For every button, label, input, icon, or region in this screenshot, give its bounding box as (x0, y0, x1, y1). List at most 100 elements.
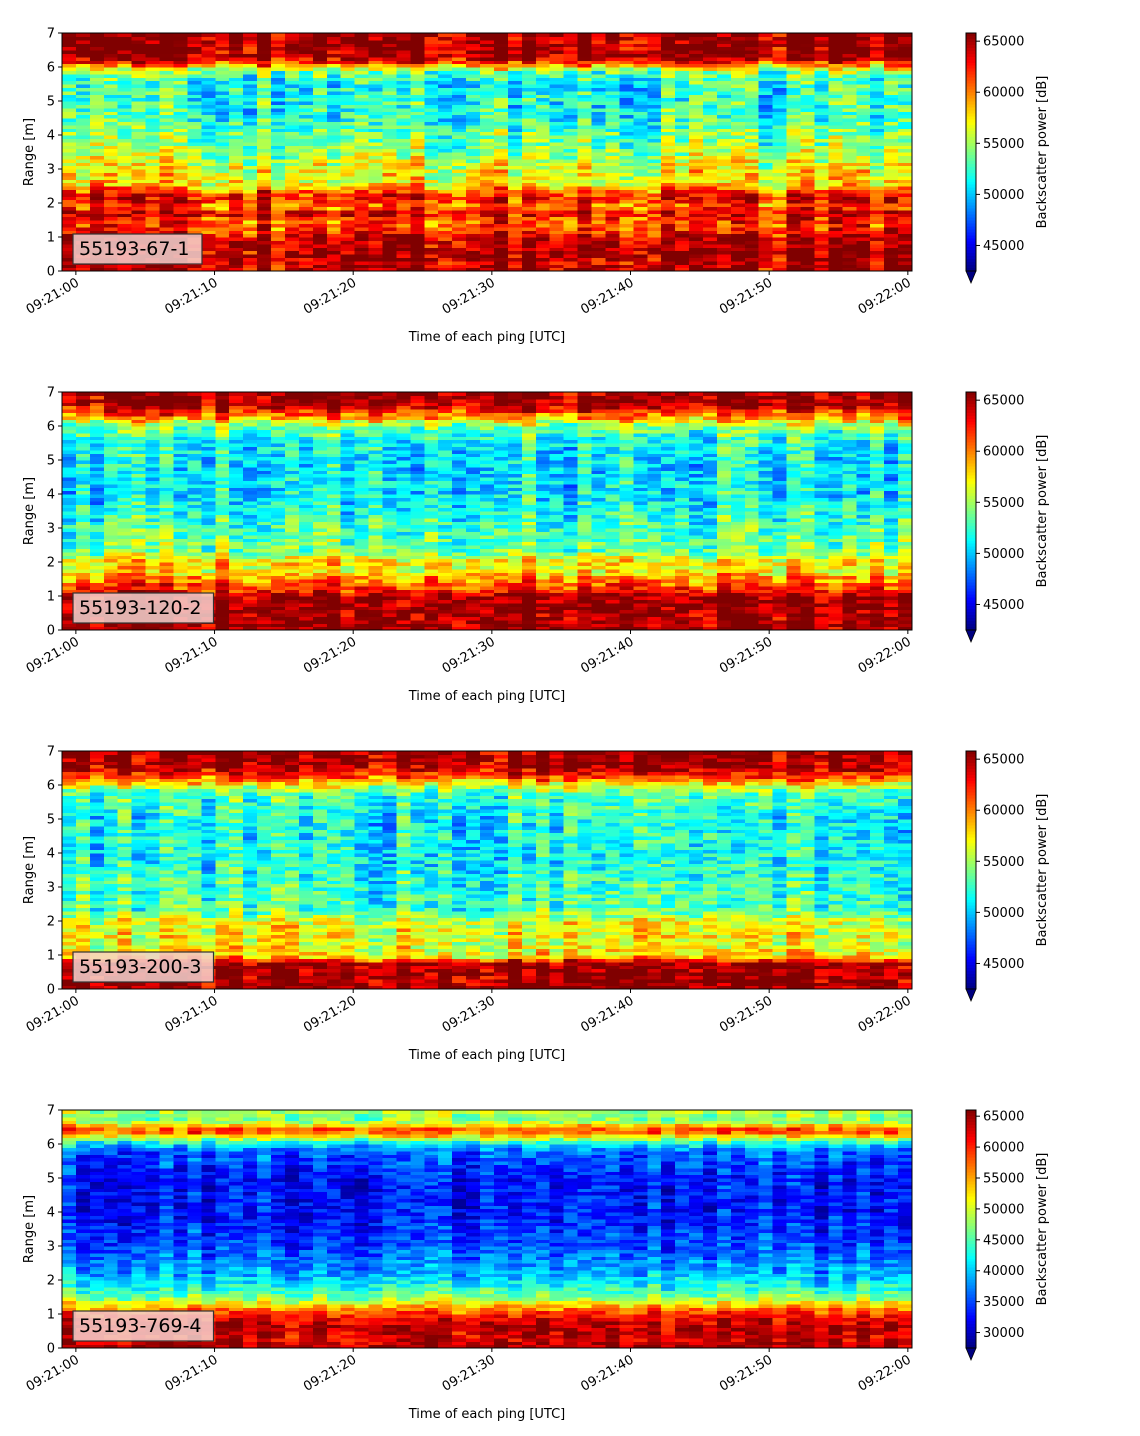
heatmap-cell (159, 565, 175, 570)
heatmap-cell (159, 111, 175, 116)
heatmap-cell (312, 67, 328, 71)
heatmap-cell (201, 209, 216, 214)
heatmap-cell (89, 165, 105, 170)
heatmap-cell (577, 43, 593, 48)
heatmap-cell (480, 179, 495, 184)
heatmap-cell (744, 141, 760, 146)
heatmap-cell (507, 189, 523, 194)
heatmap-cell (647, 233, 662, 238)
heatmap-cell (898, 264, 913, 269)
heatmap-cell (591, 80, 607, 85)
heatmap-cell (452, 250, 467, 255)
heatmap-cell (284, 141, 300, 146)
heatmap-cell (577, 145, 593, 150)
heatmap-cell (800, 118, 816, 122)
heatmap-cell (647, 53, 662, 58)
heatmap-cell (786, 70, 802, 75)
heatmap-cell (326, 104, 342, 109)
heatmap-cell (257, 77, 272, 82)
heatmap-cell (466, 148, 481, 153)
heatmap-cell (744, 111, 760, 116)
heatmap-cell (173, 169, 189, 173)
colorbar-segment (966, 140, 976, 144)
heatmap-cell (62, 541, 77, 546)
heatmap-cell (884, 148, 899, 153)
heatmap-cell (619, 67, 634, 71)
heatmap-cell (689, 63, 704, 68)
heatmap-cell (870, 73, 885, 78)
heatmap-cell (800, 152, 816, 156)
heatmap-cell (229, 128, 244, 133)
heatmap-cell (647, 199, 662, 204)
heatmap-cell (229, 237, 244, 241)
heatmap-cell (257, 94, 272, 99)
heatmap-cell (229, 209, 244, 214)
heatmap-cell (215, 213, 230, 218)
colorbar-segment (966, 238, 976, 242)
heatmap-cell (103, 39, 119, 44)
heatmap-cell (354, 226, 370, 231)
heatmap-cell (368, 223, 384, 228)
heatmap-cell (340, 50, 356, 54)
heatmap-cell (438, 101, 453, 105)
heatmap-cell (856, 230, 871, 235)
heatmap-cell (257, 250, 272, 255)
heatmap-cell (229, 67, 244, 71)
heatmap-cell (75, 33, 91, 37)
heatmap-cell (898, 226, 913, 231)
heatmap-cell (298, 158, 314, 163)
heatmap-cell (145, 138, 161, 143)
heatmap-cell (689, 107, 704, 112)
heatmap-cell (326, 254, 342, 258)
heatmap-cell (828, 267, 843, 272)
heatmap-cell (159, 419, 175, 424)
heatmap-cell (257, 257, 272, 262)
heatmap-cell (452, 80, 467, 85)
heatmap-cell (201, 260, 216, 265)
heatmap-cell (647, 209, 662, 214)
heatmap-cell (647, 264, 662, 269)
heatmap-cell (716, 101, 732, 105)
heatmap-cell (716, 152, 732, 156)
heatmap-cell (271, 141, 286, 146)
heatmap-cell (452, 196, 467, 201)
heatmap-cell (702, 192, 718, 197)
heatmap-cell (786, 145, 802, 150)
heatmap-cell (284, 114, 300, 119)
heatmap-cell (75, 209, 91, 214)
heatmap-cell (744, 192, 760, 197)
heatmap-cell (619, 182, 634, 187)
heatmap-cell (898, 206, 913, 211)
heatmap-cell (549, 43, 565, 48)
heatmap-cell (243, 87, 258, 92)
heatmap-cell (730, 128, 746, 133)
heatmap-cell (326, 135, 342, 139)
heatmap-cell (159, 517, 175, 522)
heatmap-cell (535, 56, 551, 61)
heatmap-cell (187, 148, 202, 153)
heatmap-cell (62, 199, 77, 204)
heatmap-cell (131, 206, 147, 211)
heatmap-cell (438, 254, 453, 258)
heatmap-cell (633, 128, 648, 133)
heatmap-cell (814, 114, 829, 119)
heatmap-cell (898, 124, 913, 129)
heatmap-cell (549, 162, 565, 167)
heatmap-cell (131, 538, 147, 543)
heatmap-cell (271, 73, 286, 78)
heatmap-cell (396, 267, 411, 272)
heatmap-cell (786, 226, 802, 231)
heatmap-cell (702, 152, 718, 156)
heatmap-cell (577, 199, 593, 204)
heatmap-cell (577, 84, 593, 88)
heatmap-cell (145, 426, 161, 430)
heatmap-cell (438, 172, 453, 177)
heatmap-cell (675, 70, 690, 75)
heatmap-cell (507, 152, 523, 156)
heatmap-cell (89, 186, 105, 190)
heatmap-cell (884, 118, 899, 122)
heatmap-cell (298, 260, 314, 265)
heatmap-cell (103, 494, 119, 498)
heatmap-cell (786, 169, 802, 173)
heatmap-cell (257, 50, 272, 54)
